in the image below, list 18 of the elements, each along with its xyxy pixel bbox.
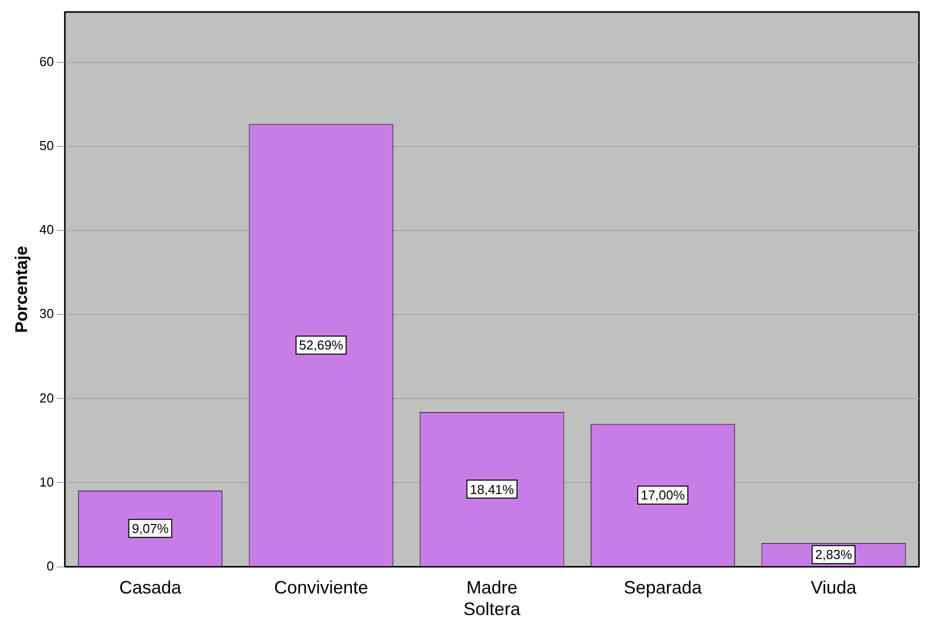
y-tick-label: 30 <box>39 306 54 322</box>
data-label: 9,07% <box>132 521 170 536</box>
data-label: 2,83% <box>815 547 852 562</box>
y-tick-label: 20 <box>39 390 54 406</box>
x-tick-label: Viuda <box>810 578 858 598</box>
data-label: 17,00% <box>640 488 686 503</box>
y-tick-label: 0 <box>46 558 54 574</box>
x-tick-label: Casada <box>119 578 182 598</box>
y-tick-label: 50 <box>39 138 54 154</box>
x-tick-label: Separada <box>624 578 703 598</box>
y-tick-label: 40 <box>39 222 54 238</box>
y-tick-label: 10 <box>39 474 54 490</box>
x-tick-label: Conviviente <box>274 578 368 598</box>
x-tick-label: Madre Soltera <box>463 578 522 620</box>
data-label: 52,69% <box>299 338 344 353</box>
y-tick-label: 60 <box>39 54 54 70</box>
data-label: 18,41% <box>470 482 514 497</box>
y-axis-title: Porcentaje <box>12 246 31 333</box>
